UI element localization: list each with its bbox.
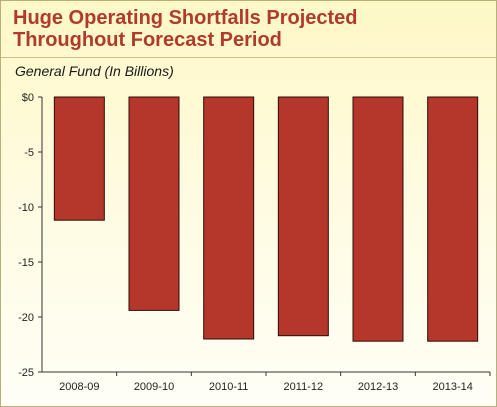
x-tick-label: 2008-09: [59, 381, 99, 393]
chart-title: Huge Operating Shortfalls Projected Thro…: [13, 7, 358, 51]
chart-title-line-1: Huge Operating Shortfalls Projected: [13, 7, 358, 29]
y-tick-label: -15: [18, 257, 34, 269]
bar-2008-09: [53, 96, 105, 221]
chart-title-line-2: Throughout Forecast Period: [13, 29, 282, 51]
chart-subtitle: General Fund (In Billions): [15, 63, 174, 79]
x-tick-label: 2012-13: [358, 381, 398, 393]
y-tick-label: -5: [24, 147, 34, 159]
x-tick-label: 2009-10: [134, 381, 174, 393]
bar-2009-10: [128, 96, 180, 311]
x-tick-label: 2011-12: [284, 381, 324, 393]
y-tick-label: $0: [22, 92, 34, 104]
bar-2010-11: [203, 96, 255, 340]
y-tick-label: -25: [18, 367, 34, 379]
bar-2012-13: [352, 96, 404, 342]
x-tick-label: 2010-11: [209, 381, 249, 393]
bar-2011-12: [277, 96, 329, 337]
title-divider: [1, 57, 496, 58]
bar-2013-14: [427, 96, 479, 342]
x-tick-label: 2013-14: [432, 381, 472, 393]
y-tick-label: -20: [18, 312, 34, 324]
y-tick-label: -10: [18, 202, 34, 214]
